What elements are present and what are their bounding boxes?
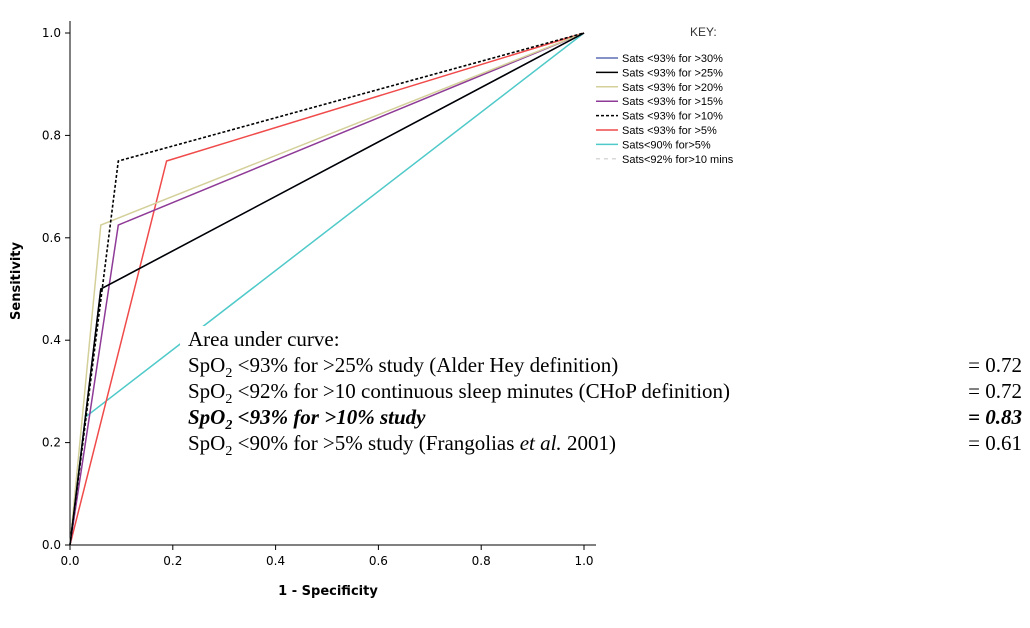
legend-label: Sats<90% for>5% xyxy=(622,139,711,151)
series-lines xyxy=(69,32,585,546)
legend-label: Sats<92% for>10 mins xyxy=(622,154,734,166)
legend: KEY: Sats <93% for >30% Sats <93% for >25… xyxy=(596,25,734,166)
x-tick-label: 1.0 xyxy=(574,554,593,568)
auc-row-value: = 0.61 xyxy=(968,431,1022,455)
auc-row-value: = 0.72 xyxy=(968,353,1022,377)
series-line xyxy=(69,32,585,546)
legend-label: Sats <93% for >30% xyxy=(622,53,723,65)
auc-heading: Area under curve: xyxy=(188,327,340,351)
series-line xyxy=(69,32,585,546)
x-tick-label: 0.6 xyxy=(369,554,388,568)
legend-label: Sats <93% for >15% xyxy=(622,96,723,108)
x-ticks: 0.0 0.2 0.4 0.6 0.8 1.0 xyxy=(60,545,594,568)
auc-row-definition: SpO2 <93% for >25% study (Alder Hey defi… xyxy=(188,353,619,382)
y-tick-label: 0.6 xyxy=(42,231,61,245)
y-ticks: 0.0 0.2 0.4 0.6 0.8 1.0 xyxy=(42,26,70,552)
x-tick-label: 0.0 xyxy=(60,554,79,568)
x-tick-label: 0.4 xyxy=(266,554,285,568)
y-tick-label: 0.0 xyxy=(42,538,61,552)
series-line xyxy=(69,32,585,546)
x-tick-label: 0.8 xyxy=(472,554,491,568)
auc-annotation: Area under curve: SpO2 <93% for >25% stu… xyxy=(180,326,1030,496)
auc-row-highlighted: SpO2 <93% for >10% study = 0.83 xyxy=(188,404,1022,434)
y-tick-label: 0.2 xyxy=(42,436,61,450)
series-line xyxy=(69,32,585,546)
auc-row-value: = 0.72 xyxy=(968,379,1022,403)
legend-label: Sats <93% for >10% xyxy=(622,111,723,123)
legend-label: Sats <93% for >5% xyxy=(622,125,717,137)
auc-row-definition: SpO2 <92% for >10 continuous sleep minut… xyxy=(188,379,731,408)
y-axis-title: Sensitivity xyxy=(9,242,24,320)
y-tick-label: 0.8 xyxy=(42,128,61,142)
legend-label: Sats <93% for >20% xyxy=(622,82,723,94)
legend-items: Sats <93% for >30% Sats <93% for >25% Sats… xyxy=(596,53,734,166)
auc-row-value: = 0.83 xyxy=(968,405,1022,429)
x-axis-title: 1 - Specificity xyxy=(278,584,378,599)
auc-row-definition: SpO2 <93% for >10% study xyxy=(188,405,426,434)
auc-row: SpO2 <93% for >25% study (Alder Hey defi… xyxy=(188,352,1022,382)
auc-row: SpO2 <92% for >10 continuous sleep minut… xyxy=(188,378,1022,408)
auc-row-definition: SpO2 <90% for >5% study (Frangolias et a… xyxy=(188,431,616,460)
legend-label: Sats <93% for >25% xyxy=(622,67,723,79)
legend-title: KEY: xyxy=(690,25,717,39)
y-tick-label: 1.0 xyxy=(42,26,61,40)
x-tick-label: 0.2 xyxy=(163,554,182,568)
axes xyxy=(69,21,596,546)
auc-row: SpO2 <90% for >5% study (Frangolias et a… xyxy=(188,430,1022,460)
y-tick-label: 0.4 xyxy=(42,333,61,347)
